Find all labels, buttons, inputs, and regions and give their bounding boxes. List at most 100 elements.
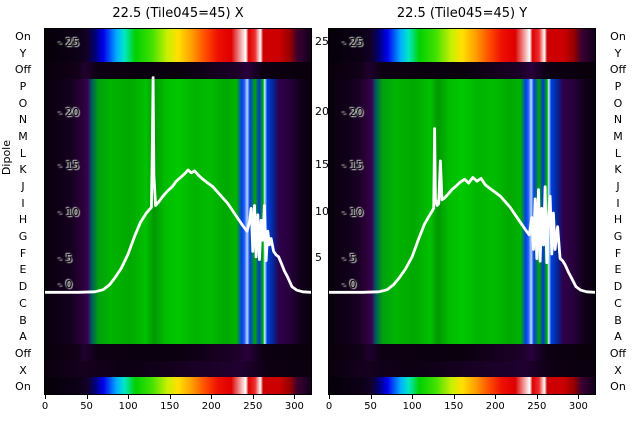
dipole-row-label: X bbox=[614, 363, 622, 377]
x-tick-mark bbox=[329, 395, 330, 399]
x-tick-mark bbox=[294, 395, 296, 399]
y-tick-label: - 0 bbox=[342, 277, 357, 291]
y-tick-label: - 10 bbox=[342, 205, 364, 219]
plot-wrapper-x: - 25 - 20 - 15 - 10 - 5 - 0 0 50 100 150 200 250 30… bbox=[42, 28, 314, 428]
x-tick-label: 300 bbox=[284, 401, 304, 412]
x-tick-mark bbox=[128, 395, 130, 399]
dipole-row-label: Y bbox=[19, 46, 27, 60]
dipole-row-label: M bbox=[613, 129, 623, 143]
y-tick-label: - 20 bbox=[342, 105, 364, 119]
heatmap-row-h-11 bbox=[45, 211, 311, 229]
overlay-line bbox=[45, 76, 311, 294]
heatmap-row-m-6 bbox=[329, 128, 595, 146]
heatmap-row-b-17 bbox=[329, 311, 595, 328]
dipole-row-label: K bbox=[19, 163, 27, 177]
heatmap-row-on-0 bbox=[329, 29, 595, 46]
x-tick-label: 150 bbox=[160, 401, 180, 412]
x-tick-mark bbox=[45, 395, 46, 399]
heatmap-row-y-1 bbox=[45, 45, 311, 63]
dipole-row-label: L bbox=[19, 146, 27, 160]
dipole-row-label: A bbox=[614, 330, 622, 344]
heatmap-rows bbox=[329, 29, 595, 394]
heatmap-row-on-21 bbox=[45, 377, 311, 394]
heatmap-rows bbox=[45, 29, 311, 394]
heatmap-row-j-9 bbox=[329, 178, 595, 195]
heatmap-row-f-13 bbox=[45, 244, 311, 262]
dipole-row-label: Y bbox=[614, 46, 622, 60]
dipole-row-label: On bbox=[610, 380, 626, 394]
dipole-row-label: M bbox=[18, 129, 28, 143]
heatmap-row-b-17 bbox=[45, 311, 311, 328]
heatmap-row-off-2 bbox=[329, 62, 595, 79]
heatmap-row-on-0 bbox=[45, 29, 311, 46]
dipole-row-label: P bbox=[19, 79, 27, 93]
dipole-row-label: G bbox=[613, 230, 623, 244]
plot-wrapper-y: - 25 - 20 - 15 - 10 - 5 - 0 0 50 100 150 200 250 30… bbox=[326, 28, 598, 428]
x-tick-mark bbox=[252, 395, 254, 399]
dipole-row-label: Off bbox=[609, 63, 627, 77]
dipole-row-label: Off bbox=[14, 63, 32, 77]
heatmap-row-f-13 bbox=[329, 244, 595, 262]
panel-title-x: 22.5 (Tile045=45) X bbox=[112, 6, 244, 21]
x-tick-label: 150 bbox=[444, 401, 464, 412]
x-tick-mark bbox=[370, 395, 372, 399]
y-tick-label: - 25 bbox=[342, 35, 364, 49]
dipole-row-label: N bbox=[18, 113, 28, 127]
heatmap-row-n-5 bbox=[329, 111, 595, 129]
overlay-line-svg bbox=[329, 127, 595, 294]
dipole-labels-left: On Y Off P O N M L K J I H G F E D C B A Off X On bbox=[8, 28, 38, 395]
heatmap-row-p-3 bbox=[45, 78, 311, 96]
x-tick-mark bbox=[495, 395, 497, 399]
dipole-row-label: Off bbox=[14, 346, 32, 360]
x-tick-label: 100 bbox=[402, 401, 422, 412]
heatmap-row-k-8 bbox=[329, 161, 595, 179]
dipole-row-label: P bbox=[614, 79, 622, 93]
dipole-row-label: J bbox=[21, 180, 25, 194]
x-tick-label: 250 bbox=[527, 401, 547, 412]
heatmap-row-o-4 bbox=[329, 95, 595, 112]
x-tick-label: 0 bbox=[325, 401, 333, 412]
heatmap-row-m-6 bbox=[45, 128, 311, 146]
heatmap-row-y-1 bbox=[329, 45, 595, 63]
dipole-row-label: On bbox=[610, 29, 626, 43]
overlay-line bbox=[329, 127, 595, 294]
heatmap-row-a-18 bbox=[45, 327, 311, 345]
x-tick-mark bbox=[211, 395, 213, 399]
heatmap-row-e-14 bbox=[45, 261, 311, 278]
dipole-row-label: G bbox=[18, 230, 28, 244]
dipole-row-label: N bbox=[613, 113, 623, 127]
x-tick-label: 300 bbox=[568, 401, 588, 412]
x-tick-label: 50 bbox=[364, 401, 377, 412]
dipole-row-label: F bbox=[19, 246, 27, 260]
dipole-labels-right: On Y Off P O N M L K J I H G F E D C B A Off X On bbox=[602, 28, 634, 395]
dipole-row-label: X bbox=[19, 363, 27, 377]
center-axis-ticks: 25 20 15 10 5 bbox=[315, 28, 335, 393]
dipole-row-label: F bbox=[614, 246, 622, 260]
heatmap-row-x-20 bbox=[45, 360, 311, 378]
dipole-row-label: C bbox=[19, 296, 27, 310]
y-tick-label: - 15 bbox=[58, 159, 80, 173]
heatmap-row-l-7 bbox=[45, 145, 311, 162]
heatmap-row-c-16 bbox=[45, 294, 311, 312]
dipole-row-label: H bbox=[613, 213, 623, 227]
heatmap-row-off-2 bbox=[45, 62, 311, 79]
heatmap-row-off-19 bbox=[329, 344, 595, 361]
y-tick-label: - 15 bbox=[342, 159, 364, 173]
heatmap-row-on-21 bbox=[329, 377, 595, 394]
right-axis-tick-label: 25 bbox=[315, 34, 329, 48]
x-tick-mark bbox=[169, 395, 171, 399]
dipole-row-label: D bbox=[18, 280, 28, 294]
heatmap-row-g-12 bbox=[45, 228, 311, 245]
dipole-row-label: A bbox=[19, 330, 27, 344]
x-tick-label: 250 bbox=[243, 401, 263, 412]
heatmap-row-i-10 bbox=[329, 194, 595, 212]
x-tick-label: 200 bbox=[485, 401, 505, 412]
dipole-row-label: C bbox=[614, 296, 622, 310]
x-tick-label: 0 bbox=[41, 401, 49, 412]
heatmap-row-x-20 bbox=[329, 360, 595, 378]
heatmap-row-off-19 bbox=[45, 344, 311, 361]
y-tick-label: - 5 bbox=[342, 251, 357, 265]
dipole-row-label: K bbox=[614, 163, 622, 177]
y-tick-label: - 0 bbox=[58, 277, 73, 291]
